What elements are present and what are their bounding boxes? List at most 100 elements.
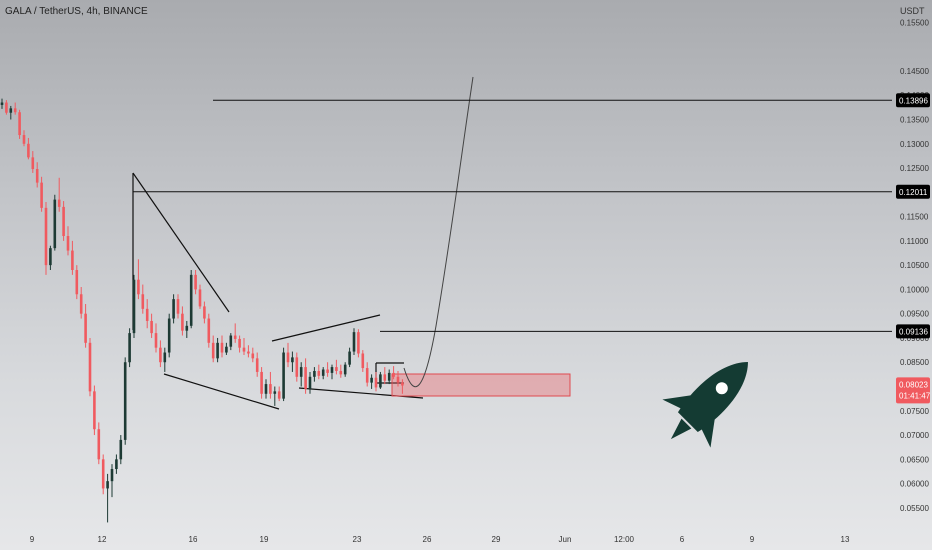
candle-body — [361, 353, 365, 369]
candle-body — [66, 236, 70, 251]
level-tag-label: 0.12011 — [899, 188, 928, 197]
candle-body — [0, 102, 4, 105]
candle-body — [163, 352, 167, 363]
candle-body — [339, 370, 343, 375]
y-tick-label: 0.10500 — [900, 261, 929, 270]
trendline-drawings[interactable] — [132, 172, 424, 410]
horizontal-levels[interactable] — [133, 99, 892, 332]
x-tick-label: Jun — [559, 535, 572, 544]
candle-body — [396, 376, 400, 383]
x-tick-label: 9 — [750, 535, 755, 544]
candle-body — [330, 367, 334, 373]
candle-body — [27, 143, 30, 158]
candle-body — [84, 313, 87, 343]
candle-body — [176, 299, 180, 314]
candle-body — [286, 352, 290, 363]
y-axis-ticks: 0.155000.145000.140000.135000.130000.125… — [900, 18, 929, 512]
candle-body — [383, 374, 387, 381]
candle-body — [75, 270, 79, 295]
candle-body — [88, 342, 92, 392]
candle-body — [357, 332, 360, 354]
candle-body — [97, 429, 101, 460]
y-tick-label: 0.09500 — [900, 310, 929, 319]
candle-body — [40, 182, 43, 208]
candle-body — [321, 369, 325, 376]
candle-body — [365, 368, 369, 383]
candle-body — [141, 294, 145, 309]
x-tick-label: 6 — [680, 535, 685, 544]
candle-body — [211, 342, 215, 359]
candle-body — [154, 333, 158, 348]
y-tick-label: 0.12500 — [900, 164, 929, 173]
x-tick-label: 29 — [492, 535, 501, 544]
candle-body — [150, 320, 153, 334]
candle-body — [229, 335, 233, 347]
candle-body — [387, 372, 391, 381]
price-axis-tags: 0.13896 0.12011 0.09136 0.08023 01:41:47 — [896, 93, 931, 404]
candle-body — [79, 294, 83, 314]
candle-body — [110, 469, 114, 482]
candle-body — [31, 157, 35, 170]
candle-body — [9, 108, 13, 113]
candle-body — [233, 335, 237, 339]
last-price-label: 0.08023 — [899, 380, 928, 389]
candle-body — [106, 481, 109, 489]
x-tick-label: 12 — [98, 535, 107, 544]
candle-body — [132, 279, 136, 334]
support-zone[interactable] — [391, 373, 571, 397]
y-tick-label: 0.09000 — [900, 334, 929, 343]
candle-body — [123, 362, 127, 440]
y-tick-label: 0.08500 — [900, 358, 929, 367]
candle-body — [128, 333, 131, 363]
level-tag-bg — [896, 93, 930, 108]
candle-body — [326, 369, 329, 373]
candle-body — [22, 135, 26, 144]
candle-body — [198, 289, 202, 307]
chart-title: GALA / TetherUS, 4h, BINANCE — [5, 6, 148, 17]
candle-body — [44, 207, 48, 266]
candle-body — [18, 112, 21, 136]
axis-unit: USDT — [900, 6, 925, 16]
candle-body — [159, 347, 162, 363]
candle-body — [242, 347, 246, 352]
candle-body — [203, 306, 206, 319]
candle-body — [49, 248, 52, 266]
y-tick-label: 0.13500 — [900, 116, 929, 125]
candle-body — [13, 108, 17, 113]
y-tick-label: 0.10000 — [900, 285, 929, 294]
y-tick-label: 0.07000 — [900, 431, 929, 440]
candle-body — [308, 376, 312, 389]
candle-body — [269, 384, 272, 394]
y-tick-label: 0.06000 — [900, 480, 929, 489]
falling-wedge-upper-line — [132, 172, 230, 313]
candle-body — [295, 357, 299, 377]
candle-body — [273, 391, 277, 394]
candle-body — [343, 364, 347, 375]
y-tick-label: 0.05500 — [900, 504, 929, 513]
bar-countdown-label: 01:41:47 — [899, 391, 931, 400]
candle-body — [145, 308, 149, 321]
x-tick-label: 26 — [423, 535, 432, 544]
candle-body — [313, 370, 316, 377]
candle-body — [317, 370, 321, 376]
x-tick-label: 19 — [260, 535, 269, 544]
x-axis-ticks: 9 12 16 19 23 26 29 Jun 12:00 6 9 13 — [30, 535, 850, 544]
candle-body — [57, 199, 61, 207]
candle-body — [71, 250, 74, 270]
x-tick-label: 13 — [841, 535, 850, 544]
candle-body — [264, 384, 268, 394]
last-price-tag-bg — [896, 377, 930, 404]
x-tick-label: 16 — [189, 535, 198, 544]
projection-curve[interactable] — [403, 76, 474, 388]
candle-body — [352, 332, 356, 352]
level-tag-label: 0.09136 — [899, 327, 928, 336]
level-tag-label: 0.13896 — [899, 96, 928, 105]
candle-body — [119, 439, 123, 460]
candle-body — [189, 274, 193, 326]
candle-body — [62, 206, 65, 237]
y-tick-label: 0.11000 — [900, 237, 929, 246]
candle-body — [115, 459, 118, 470]
candle-body — [53, 199, 57, 249]
candle-body — [5, 102, 8, 113]
